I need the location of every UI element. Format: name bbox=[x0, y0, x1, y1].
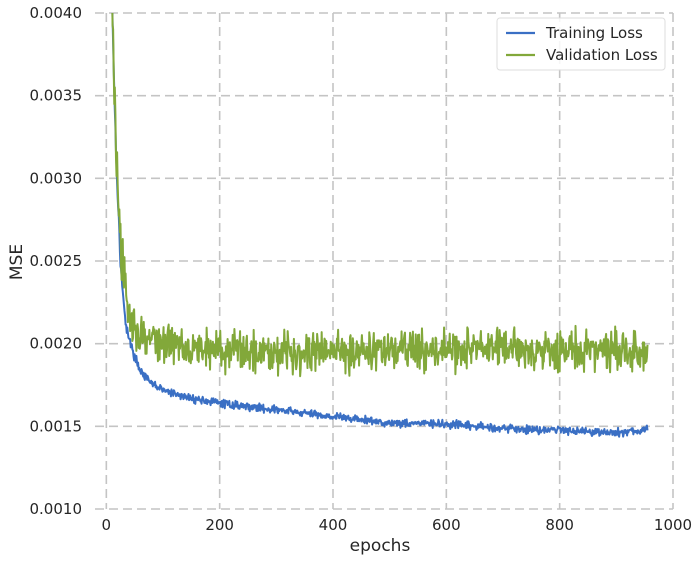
x-tick-labels: 0 200 400 600 800 1000 bbox=[102, 516, 693, 534]
y-tick-label: 0.0010 bbox=[30, 500, 83, 518]
y-tick-label: 0.0025 bbox=[30, 252, 83, 270]
legend-box bbox=[496, 17, 666, 71]
x-tick-label: 800 bbox=[545, 516, 574, 534]
x-tick-label: 1000 bbox=[654, 516, 692, 534]
grid bbox=[95, 12, 674, 510]
x-axis-label: epochs bbox=[350, 536, 411, 556]
series-lines bbox=[111, 13, 649, 438]
x-tick-label: 400 bbox=[319, 516, 348, 534]
y-tick-label: 0.0020 bbox=[30, 335, 83, 353]
legend-label-validation: Validation Loss bbox=[546, 46, 658, 64]
x-tick-label: 600 bbox=[432, 516, 461, 534]
y-tick-labels: 0.0010 0.0015 0.0020 0.0025 0.0030 0.0035 0.00… bbox=[30, 4, 83, 518]
x-tick-label: 200 bbox=[205, 516, 234, 534]
y-tick-label: 0.0040 bbox=[30, 4, 83, 22]
y-tick-label: 0.0015 bbox=[30, 417, 83, 435]
x-tick-label: 0 bbox=[102, 516, 112, 534]
series-line-1 bbox=[111, 13, 649, 378]
legend: Training Loss Validation Loss bbox=[496, 17, 666, 71]
y-tick-label: 0.0035 bbox=[30, 87, 83, 105]
y-tick-label: 0.0030 bbox=[30, 169, 83, 187]
series-line-0 bbox=[111, 13, 649, 438]
legend-label-training: Training Loss bbox=[545, 24, 643, 42]
y-axis-label: MSE bbox=[7, 244, 27, 280]
